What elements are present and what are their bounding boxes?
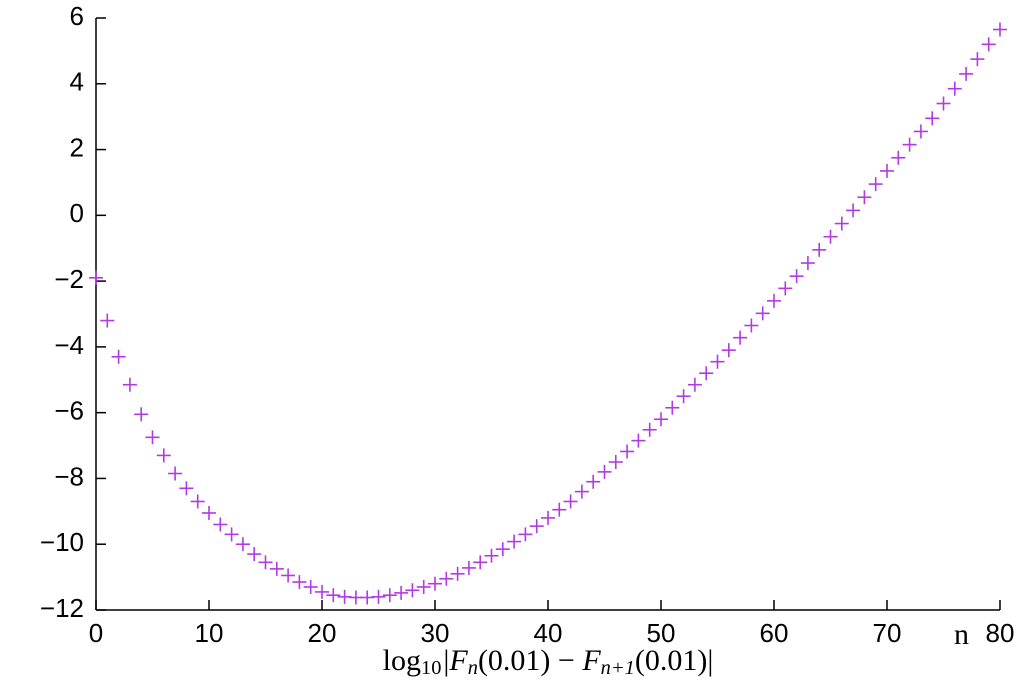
- y-tick-label: 6: [70, 1, 84, 31]
- y-tick-label: −4: [54, 330, 84, 360]
- y-tick-label: −12: [40, 593, 84, 623]
- x-tick-label: 60: [760, 618, 789, 648]
- chart-background: [0, 0, 1017, 692]
- x-tick-label: 70: [873, 618, 902, 648]
- scatter-chart: −12−10−8−6−4−2024601020304050607080nlog1…: [0, 0, 1017, 692]
- y-tick-label: −10: [40, 527, 84, 557]
- x-tick-label: 80: [986, 618, 1015, 648]
- x-tick-label: 10: [195, 618, 224, 648]
- y-tick-label: 4: [70, 67, 84, 97]
- x-tick-label: 20: [308, 618, 337, 648]
- y-tick-label: −8: [54, 461, 84, 491]
- x-tick-label: 0: [89, 618, 103, 648]
- y-tick-label: 0: [70, 198, 84, 228]
- y-tick-label: −2: [54, 264, 84, 294]
- x-axis-label: n: [954, 618, 969, 651]
- y-tick-label: 2: [70, 132, 84, 162]
- y-tick-label: −6: [54, 396, 84, 426]
